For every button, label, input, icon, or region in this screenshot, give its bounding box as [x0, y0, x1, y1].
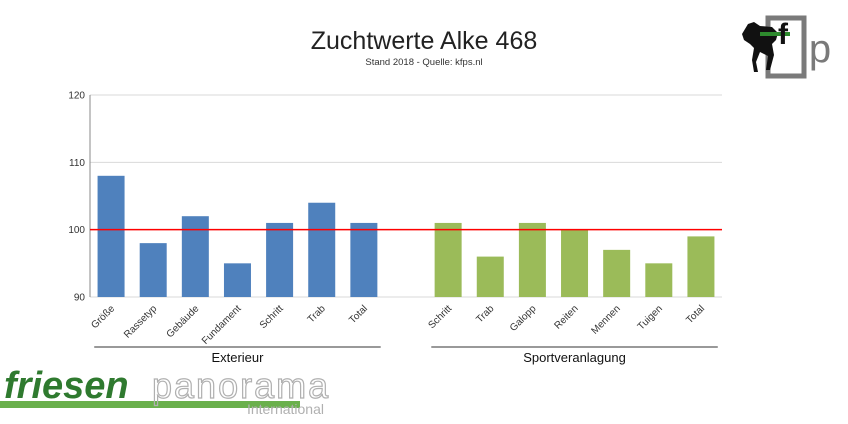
x-tick-label: Größe — [89, 303, 117, 331]
x-tick-label: Total — [684, 303, 707, 326]
bar — [308, 202, 336, 297]
x-tick-label: Schritt — [426, 303, 454, 331]
group-label: Exterieur — [211, 350, 264, 365]
bar — [476, 256, 504, 297]
y-tick-label: 100 — [68, 225, 85, 236]
watermark-friesen: friesen — [4, 365, 129, 407]
bar — [97, 175, 125, 297]
bar — [266, 222, 294, 297]
friesenpanorama-watermark: friesen panorama International — [0, 364, 330, 417]
bar — [181, 216, 209, 297]
x-tick-label: Tuigen — [636, 303, 665, 332]
x-tick-label: Total — [347, 303, 370, 326]
y-tick-label: 110 — [69, 158, 85, 169]
watermark-panorama: panorama — [152, 365, 330, 406]
bar — [603, 249, 631, 297]
logo-initial-f: f — [778, 18, 789, 51]
x-tick-label: Mennen — [589, 303, 622, 336]
bar — [139, 243, 167, 297]
chart-subtitle: Stand 2018 - Quelle: kfps.nl — [365, 57, 483, 68]
x-tick-label: Gebäude — [165, 303, 202, 340]
x-tick-label: Galopp — [508, 303, 539, 334]
x-tick-label: Fundament — [200, 303, 244, 347]
logo-stripe — [760, 32, 790, 36]
bar — [518, 222, 546, 297]
watermark-bar — [0, 401, 300, 408]
x-tick-label: Schritt — [258, 303, 286, 331]
horse-icon — [742, 22, 778, 72]
watermark-international: International — [247, 401, 324, 417]
bar — [561, 229, 589, 297]
x-tick-label: Reiten — [552, 303, 580, 331]
x-tick-label: Trab — [474, 303, 496, 325]
bar — [434, 222, 462, 297]
x-tick-label: Rassetyp — [122, 303, 160, 341]
group-labels: Exterieur Sportveranlagung — [94, 346, 718, 365]
bar — [687, 236, 715, 297]
bar — [223, 263, 251, 297]
bar — [645, 263, 673, 297]
y-axis-ticks: 90 100 110 120 — [68, 91, 85, 304]
bar — [350, 222, 378, 297]
logo-initial-p: p — [809, 27, 831, 71]
y-tick-label: 120 — [68, 91, 85, 102]
chart-title: Zuchtwerte Alke 468 — [310, 27, 538, 55]
x-tick-label: Trab — [306, 303, 328, 325]
bars — [97, 175, 715, 297]
y-tick-label: 90 — [74, 293, 86, 304]
kfp-logo: f p — [742, 15, 831, 79]
group-label: Sportveranlagung — [523, 350, 626, 365]
